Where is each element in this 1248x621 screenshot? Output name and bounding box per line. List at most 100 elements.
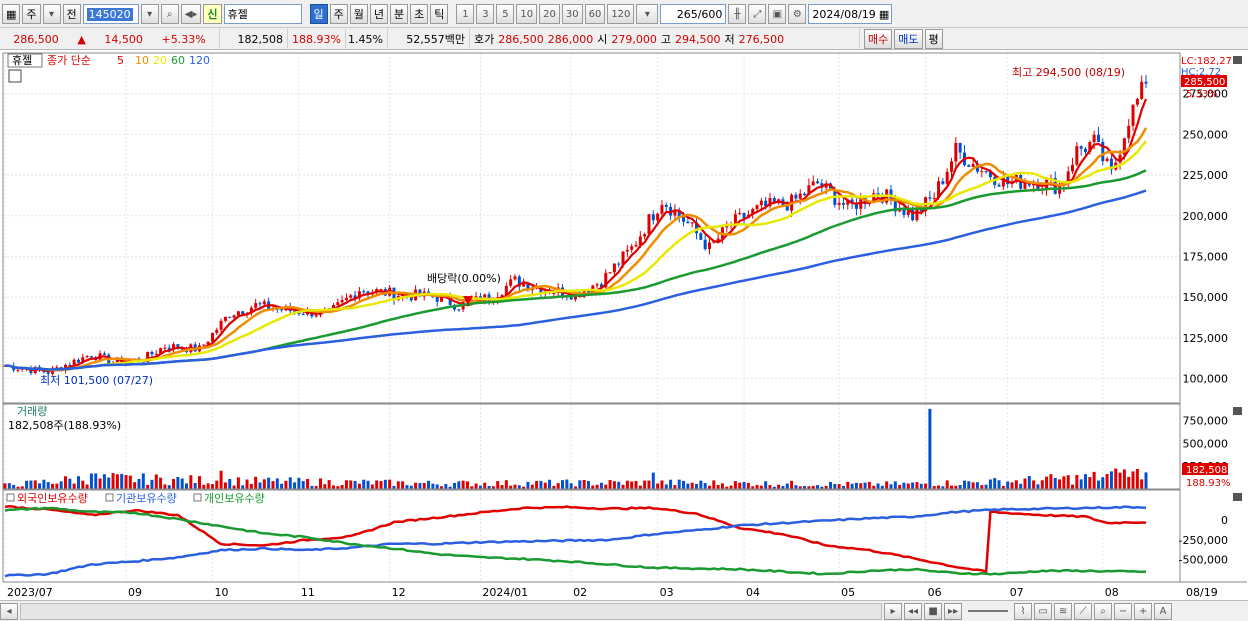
candle-body	[1105, 158, 1109, 162]
candle-body	[651, 214, 655, 221]
minute-option-1[interactable]: 1	[456, 4, 475, 24]
volume-bar	[76, 476, 80, 489]
volume-bar	[1096, 480, 1100, 489]
interval-tab-4[interactable]: 분	[390, 4, 409, 24]
text-tool-icon[interactable]: A	[1154, 602, 1173, 620]
zoom-icon[interactable]: ⌕	[1094, 602, 1113, 620]
candle-body	[625, 249, 629, 252]
low-price: 276,500	[738, 32, 785, 46]
minute-dropdown-icon[interactable]: ▾	[636, 4, 659, 24]
buy-button[interactable]: 매수	[864, 29, 893, 49]
minute-option-10[interactable]: 10	[516, 4, 538, 24]
interval-tab-3[interactable]: 년	[369, 4, 388, 24]
candle-body	[630, 246, 634, 250]
volume-bar	[941, 486, 945, 489]
volume-bar	[202, 484, 206, 489]
save-icon[interactable]: ▣	[768, 4, 787, 24]
settings-icon[interactable]: ⚙	[788, 4, 807, 24]
candle-body	[249, 307, 253, 314]
volume-bar	[781, 485, 785, 489]
interval-tab-6[interactable]: 틱	[430, 4, 449, 24]
minute-option-30[interactable]: 30	[561, 4, 583, 24]
chart-tool-icon[interactable]: ⤢	[748, 4, 767, 24]
volume-bar	[1101, 477, 1105, 489]
stop-icon[interactable]: ■	[924, 602, 943, 620]
candle-body	[638, 236, 642, 245]
volume-bar	[664, 484, 668, 489]
volume-bar	[863, 482, 867, 489]
volume-bar	[435, 484, 439, 489]
minute-option-120[interactable]: 120	[607, 4, 635, 24]
minute-option-5[interactable]: 5	[496, 4, 515, 24]
volume-bar	[1066, 475, 1070, 489]
speaker-icon[interactable]: ◀▸	[180, 4, 202, 24]
candle-body	[1027, 182, 1031, 186]
volume-bar	[569, 483, 573, 489]
volume-bar	[816, 485, 820, 489]
candle-body	[301, 313, 305, 315]
candle-body	[159, 348, 163, 354]
eval-button[interactable]: 평	[924, 29, 943, 49]
minute-option-20[interactable]: 20	[539, 4, 560, 24]
code-dropdown-icon[interactable]: ▾	[140, 4, 159, 24]
interval-tab-5[interactable]: 초	[410, 4, 429, 24]
candle-body	[362, 291, 366, 293]
minute-option-3[interactable]: 3	[476, 4, 495, 24]
draw-tools-icon[interactable]: ⌇	[1014, 602, 1033, 620]
candle-body	[1092, 134, 1096, 143]
volume-bar	[556, 483, 560, 489]
copy-icon[interactable]: ▭	[1034, 602, 1053, 620]
zoom-out-icon[interactable]: −	[1114, 602, 1133, 620]
rewind-icon[interactable]: ◂◂	[904, 602, 923, 620]
candle-body	[517, 276, 521, 287]
price-pane-close-icon[interactable]	[1233, 56, 1242, 64]
candle-body	[975, 163, 979, 172]
calendar-icon[interactable]: ▦	[878, 7, 890, 21]
candle-body	[634, 244, 638, 247]
volume-bar	[522, 486, 526, 489]
volume-bar	[647, 480, 651, 489]
scroll-left-icon[interactable]: ◂	[0, 602, 18, 620]
interval-tab-2[interactable]: 월	[349, 4, 368, 24]
stock-code-input[interactable]: 145020	[82, 4, 139, 24]
candle-body	[755, 205, 759, 209]
stock-chart[interactable]: 100,000 125,000 150,000 175,000 200,000 225,0…	[0, 51, 1248, 600]
date-field[interactable]: 2024/08/19 ▦	[808, 4, 893, 24]
holding-pane-close-icon[interactable]	[1233, 493, 1242, 501]
prev-button[interactable]: 전	[62, 4, 81, 24]
stock-name-field[interactable]: 휴젤	[223, 4, 302, 24]
fibonacci-icon[interactable]: ≋	[1054, 602, 1073, 620]
candle-type-icon[interactable]: ╫	[728, 4, 747, 24]
candle-body	[811, 181, 815, 186]
holding-legend-2: 개인보유수량	[204, 492, 265, 505]
period-dropdown-icon[interactable]: ▾	[42, 4, 61, 24]
candle-body	[686, 221, 690, 224]
volume-pane-close-icon[interactable]	[1233, 407, 1242, 415]
volume-bar	[1053, 477, 1057, 489]
interval-tab-0[interactable]: 일	[309, 4, 328, 24]
forward-icon[interactable]: ▸▸	[944, 602, 963, 620]
search-icon[interactable]: ⌕	[160, 4, 179, 24]
volume-bar	[197, 476, 201, 489]
volume-bar	[993, 478, 997, 489]
scroll-right-icon[interactable]: ▸	[884, 602, 902, 620]
period-select[interactable]: 주	[22, 4, 41, 24]
scroll-track[interactable]	[20, 602, 882, 620]
volume-bar	[12, 484, 16, 489]
volume-bar	[578, 480, 582, 489]
trendline-icon[interactable]: ⟋	[1074, 602, 1093, 620]
count-field[interactable]: 265/600	[660, 4, 727, 24]
zoom-slider[interactable]	[968, 610, 1009, 612]
volume-bar	[984, 484, 988, 489]
candle-body	[357, 291, 361, 299]
candle-body	[854, 202, 858, 209]
minute-option-60[interactable]: 60	[584, 4, 606, 24]
layout-icon[interactable]: ▦	[2, 4, 21, 24]
candle-body	[967, 165, 971, 167]
zoom-in-icon[interactable]: +	[1134, 602, 1153, 620]
candle-body	[850, 199, 854, 203]
sell-button[interactable]: 매도	[894, 29, 923, 49]
interval-tab-1[interactable]: 주	[329, 4, 348, 24]
volume-bar	[1023, 478, 1027, 489]
calculator-icon[interactable]	[8, 69, 22, 83]
